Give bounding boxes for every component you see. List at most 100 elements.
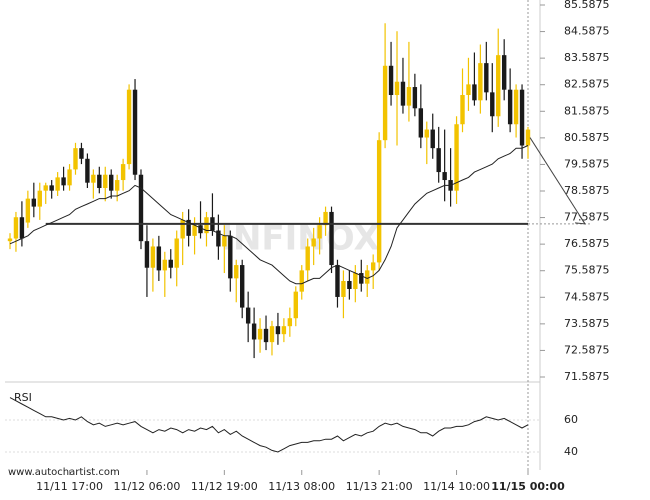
candle-body bbox=[299, 270, 304, 292]
rsi-tick-label: 40 bbox=[564, 445, 578, 458]
x-tick-label: 11/13 21:00 bbox=[346, 480, 413, 493]
y-tick-label: 78.5875 bbox=[564, 184, 610, 197]
rsi-tick-label: 60 bbox=[564, 413, 578, 426]
candle-body bbox=[400, 81, 406, 106]
candle-body bbox=[186, 219, 191, 236]
candle-body bbox=[454, 124, 459, 191]
candle-body bbox=[412, 87, 418, 109]
candle-body bbox=[460, 95, 465, 125]
y-tick-label: 84.5875 bbox=[564, 25, 610, 38]
candle-body bbox=[269, 326, 275, 343]
candle-body bbox=[496, 55, 501, 117]
rsi-label: RSI bbox=[14, 391, 32, 404]
x-tick-label: 11/11 17:00 bbox=[36, 480, 103, 493]
candle-body bbox=[73, 148, 78, 170]
y-tick-label: 75.5875 bbox=[564, 264, 610, 277]
candle-body bbox=[150, 246, 156, 268]
candle-body bbox=[275, 326, 281, 335]
candle-body bbox=[216, 230, 221, 247]
candle-body bbox=[490, 92, 495, 117]
candle-body bbox=[359, 273, 364, 284]
source: www.autochartist.com bbox=[8, 467, 120, 478]
candle-body bbox=[365, 270, 370, 284]
candle-body bbox=[317, 225, 322, 239]
candle-body bbox=[168, 259, 173, 268]
arrow-head bbox=[574, 214, 587, 225]
candle-body bbox=[472, 84, 477, 101]
candle-body bbox=[466, 84, 471, 96]
candle-body bbox=[85, 158, 90, 183]
candle-body bbox=[424, 129, 429, 138]
moving-average bbox=[9, 145, 529, 285]
y-tick-label: 76.5875 bbox=[564, 237, 610, 250]
y-tick-label: 71.5875 bbox=[564, 370, 610, 383]
candle-body bbox=[436, 148, 441, 173]
candle-body bbox=[228, 235, 233, 279]
candle-body bbox=[293, 291, 298, 319]
candle-body bbox=[109, 174, 114, 191]
candle-body bbox=[132, 89, 138, 175]
x-tick-label: 11/12 06:00 bbox=[113, 480, 180, 493]
candle-body bbox=[192, 225, 197, 236]
candle-body bbox=[507, 89, 513, 125]
y-tick-label: 80.5875 bbox=[564, 131, 610, 144]
candle-body bbox=[79, 148, 84, 159]
candle-body bbox=[406, 87, 412, 106]
candle-body bbox=[245, 307, 251, 324]
forecast-arrow bbox=[529, 137, 586, 225]
candle-body bbox=[323, 211, 328, 226]
candle-body bbox=[525, 129, 531, 146]
candle-body bbox=[204, 217, 209, 234]
candle-body bbox=[61, 177, 66, 186]
candle-body bbox=[442, 172, 447, 181]
candle-body bbox=[251, 323, 257, 340]
candle-body bbox=[67, 169, 72, 186]
candle-body bbox=[174, 238, 179, 268]
candle-body bbox=[501, 55, 507, 90]
candle-body bbox=[305, 246, 310, 271]
candle-body bbox=[484, 63, 489, 93]
candle-body bbox=[287, 318, 293, 327]
y-tick-label: 85.5875 bbox=[564, 0, 610, 11]
candle-body bbox=[240, 265, 245, 308]
candle-body bbox=[347, 281, 352, 289]
candle-body bbox=[156, 246, 162, 271]
y-tick-label: 73.5875 bbox=[564, 317, 610, 330]
candle-body bbox=[478, 63, 483, 101]
y-tick-label: 74.5875 bbox=[564, 290, 610, 303]
candle-body bbox=[335, 265, 340, 297]
candle-body bbox=[370, 262, 376, 271]
candle-body bbox=[120, 164, 126, 181]
y-tick-label: 82.5875 bbox=[564, 78, 610, 91]
candle-body bbox=[43, 185, 48, 191]
x-tick-label: 11/12 19:00 bbox=[191, 480, 258, 493]
candle-body bbox=[138, 174, 144, 242]
y-tick-label: 83.5875 bbox=[564, 51, 610, 64]
candle-body bbox=[13, 217, 19, 239]
watermark: INFINOX bbox=[220, 219, 379, 259]
candle-body bbox=[97, 174, 102, 189]
candle-body bbox=[198, 225, 203, 234]
x-tick-label: 11/13 08:00 bbox=[268, 480, 335, 493]
candle-body bbox=[162, 259, 168, 271]
candle-body bbox=[394, 81, 400, 96]
candle-body bbox=[25, 198, 31, 223]
candle-body bbox=[382, 65, 388, 141]
candle-body bbox=[103, 174, 108, 189]
candle-body bbox=[513, 89, 519, 125]
candle-body bbox=[126, 89, 132, 165]
candle-body bbox=[91, 174, 96, 183]
x-tick-label: 11/14 10:00 bbox=[423, 480, 490, 493]
candle-body bbox=[430, 129, 435, 149]
candle-body bbox=[353, 273, 358, 289]
candle-body bbox=[519, 89, 525, 146]
candle-body bbox=[329, 211, 334, 266]
candle-body bbox=[144, 241, 150, 268]
candle-body bbox=[31, 198, 37, 207]
candle-body bbox=[418, 108, 424, 138]
candle-body bbox=[7, 238, 13, 242]
candle-body bbox=[341, 281, 346, 297]
candle-body bbox=[49, 185, 54, 191]
candle-body bbox=[388, 65, 394, 96]
